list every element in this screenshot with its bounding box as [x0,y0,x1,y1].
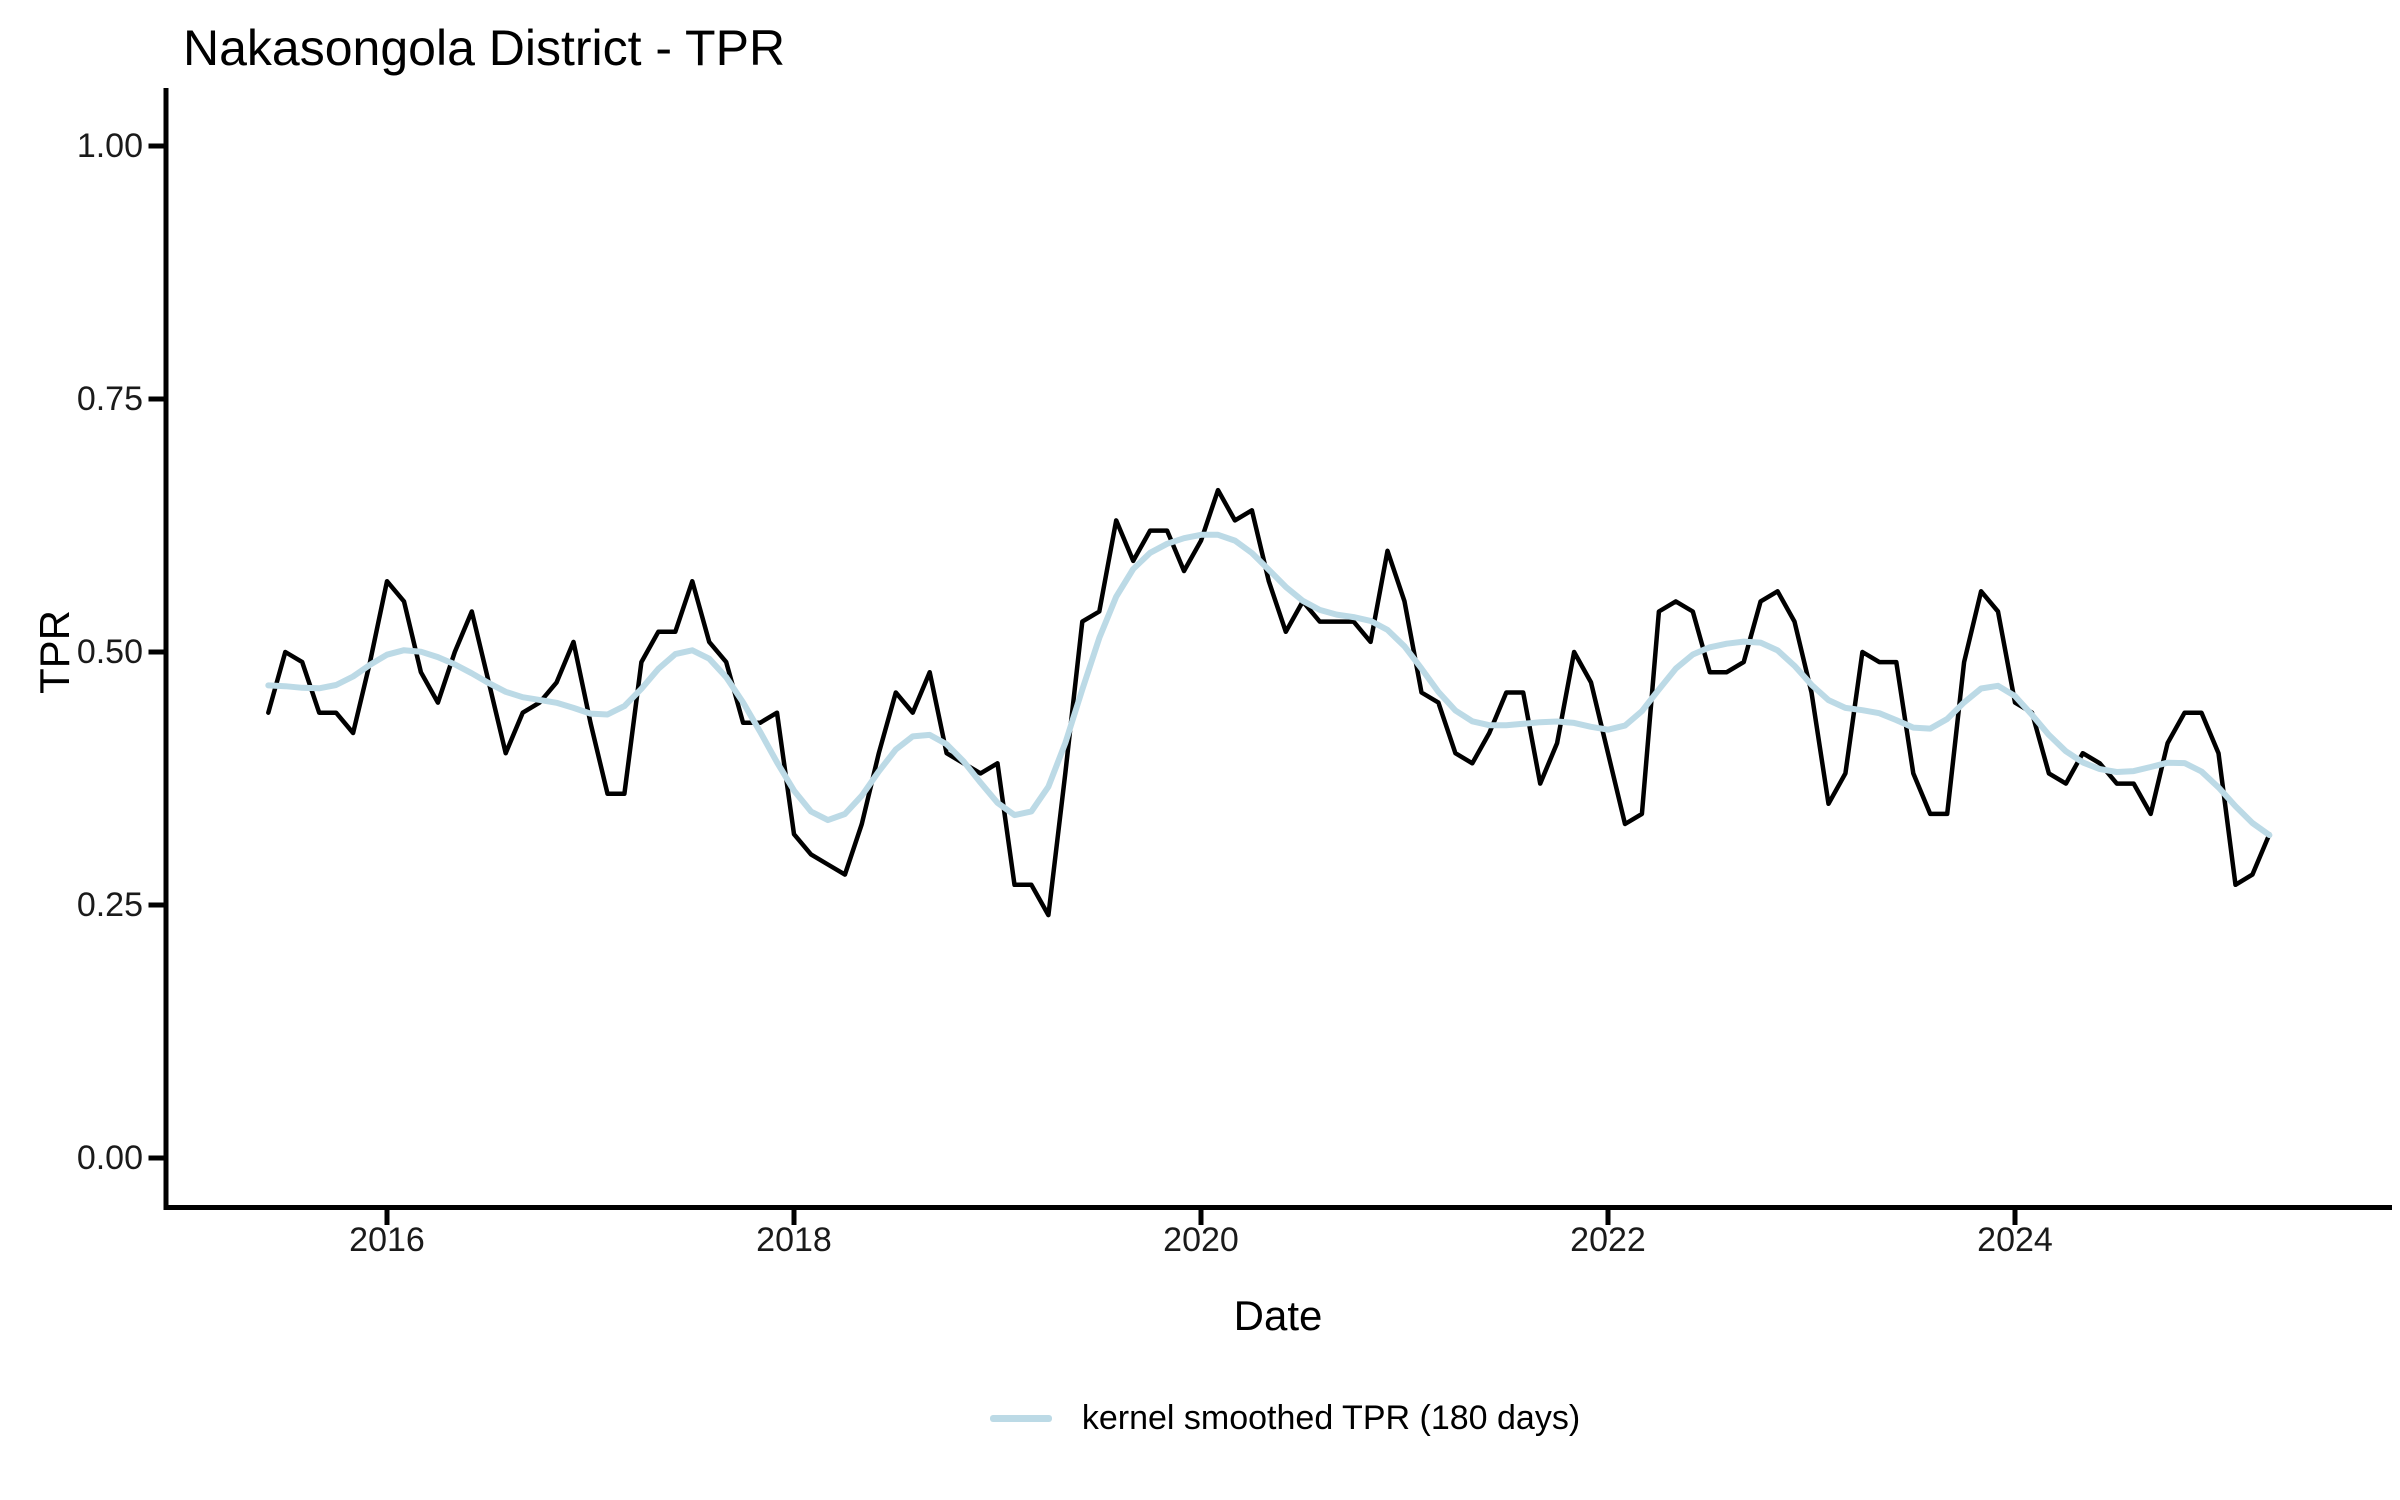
legend: kernel smoothed TPR (180 days) [170,1396,2400,1440]
chart-title: Nakasongola District - TPR [183,20,786,76]
x-tick-mark [791,1210,797,1225]
legend-line-swatch-icon [989,1414,1052,1422]
x-tick-label: 2016 [349,1221,425,1259]
tpr-line [266,487,2272,918]
x-axis-title: Date [1233,1292,1323,1339]
y-axis-line [163,88,169,1210]
x-tick-mark [1198,1210,1204,1225]
y-tick-label: 1.00 [76,127,143,165]
x-tick-label: 2024 [1977,1221,2053,1259]
y-tick-label: 0.50 [76,633,143,671]
y-tick-label: 0.00 [76,1139,143,1177]
y-tick-mark [148,649,164,655]
legend-label: kernel smoothed TPR (180 days) [1081,1399,1581,1437]
y-tick-mark [148,396,164,402]
y-tick-mark [148,902,164,908]
y-tick-mark [148,143,164,149]
x-tick-mark [1605,1210,1611,1225]
x-tick-mark [2012,1210,2018,1225]
y-tick-label: 0.75 [76,380,143,418]
x-axis-line [163,1205,2392,1210]
smoothed-tpr-line [265,531,2273,839]
x-tick-label: 2018 [756,1221,832,1259]
x-tick-label: 2022 [1570,1221,1646,1259]
y-axis-title: TPR [31,610,78,694]
x-tick-mark [384,1210,390,1225]
y-tick-mark [148,1155,164,1161]
x-tick-label: 2020 [1163,1221,1239,1259]
y-tick-label: 0.25 [76,886,143,924]
